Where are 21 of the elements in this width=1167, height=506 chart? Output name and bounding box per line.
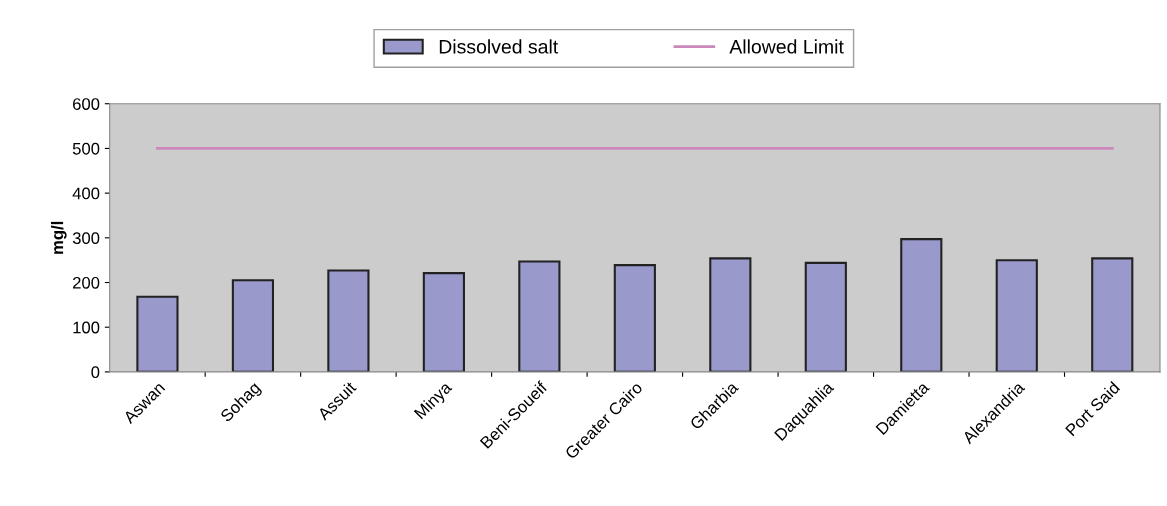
y-tick-label: 200 [73,276,100,289]
bar [804,261,847,372]
y-tick-label: 500 [72,142,100,155]
bar [327,269,370,372]
legend-label: Allowed Limit [729,39,844,54]
y-tick-label: 600 [73,98,100,110]
legend-label: Dissolved salt [439,39,559,54]
y-tick-label: 400 [72,187,100,200]
bar [613,264,656,372]
y-axis-title: mg/l [51,221,67,254]
y-tick-label: 300 [72,232,100,245]
bar [995,259,1038,372]
bar [518,260,561,372]
bar [422,272,465,372]
bar [900,238,943,372]
bar [231,279,275,372]
y-tick-label: 100 [73,321,100,334]
bar [136,295,179,372]
bar [1091,257,1134,372]
y-tick-label: 0 [91,366,100,379]
bar [709,257,752,372]
